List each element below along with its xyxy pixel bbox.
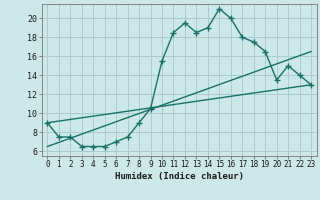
X-axis label: Humidex (Indice chaleur): Humidex (Indice chaleur) [115, 172, 244, 181]
